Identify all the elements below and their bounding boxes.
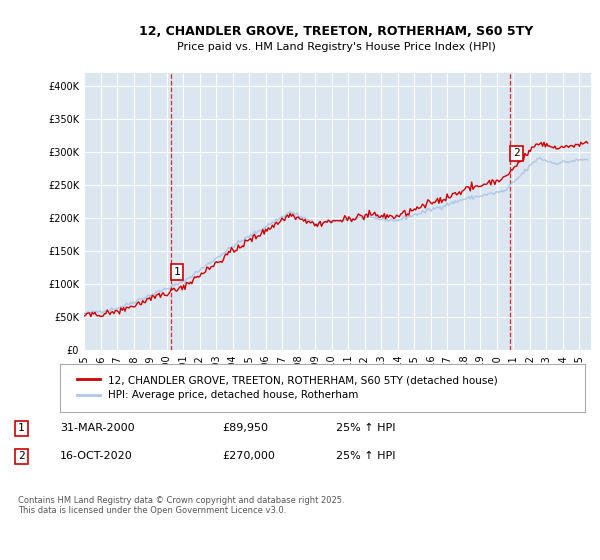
Text: 1: 1 (18, 423, 25, 433)
Text: 25% ↑ HPI: 25% ↑ HPI (336, 423, 395, 433)
Text: Price paid vs. HM Land Registry's House Price Index (HPI): Price paid vs. HM Land Registry's House … (176, 42, 496, 52)
Text: £270,000: £270,000 (222, 451, 275, 461)
Legend: 12, CHANDLER GROVE, TREETON, ROTHERHAM, S60 5TY (detached house), HPI: Average p: 12, CHANDLER GROVE, TREETON, ROTHERHAM, … (70, 369, 504, 407)
Text: 1: 1 (174, 267, 181, 277)
Text: 25% ↑ HPI: 25% ↑ HPI (336, 451, 395, 461)
Text: 12, CHANDLER GROVE, TREETON, ROTHERHAM, S60 5TY: 12, CHANDLER GROVE, TREETON, ROTHERHAM, … (139, 25, 533, 38)
Text: 16-OCT-2020: 16-OCT-2020 (60, 451, 133, 461)
Text: 2: 2 (18, 451, 25, 461)
Text: £89,950: £89,950 (222, 423, 268, 433)
Text: 2: 2 (513, 148, 520, 158)
Text: 31-MAR-2000: 31-MAR-2000 (60, 423, 134, 433)
Text: Contains HM Land Registry data © Crown copyright and database right 2025.
This d: Contains HM Land Registry data © Crown c… (18, 496, 344, 515)
